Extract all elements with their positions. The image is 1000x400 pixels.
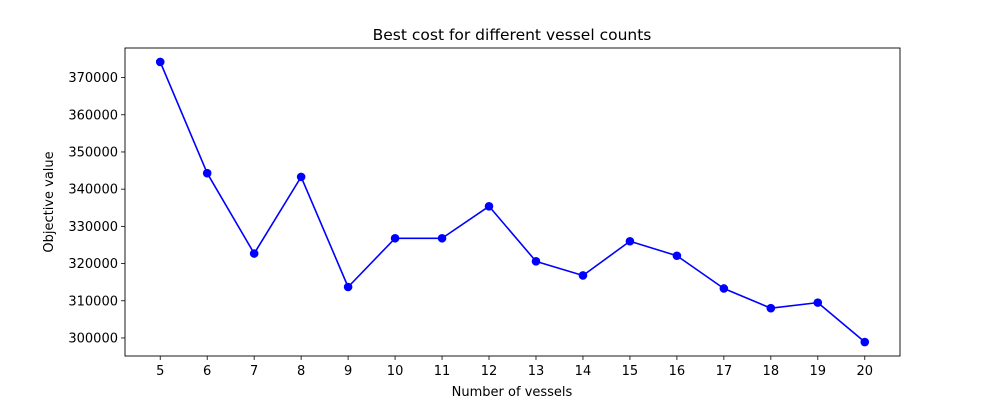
data-point [155, 57, 165, 67]
data-point [249, 249, 259, 258]
data-point [860, 337, 870, 347]
x-tick-label: 18 [763, 364, 780, 379]
data-point [625, 236, 635, 246]
y-tick-label: 320000 [68, 257, 118, 272]
y-tick-label: 360000 [68, 108, 118, 123]
x-tick-label: 5 [156, 364, 164, 379]
data-point [672, 251, 682, 261]
data-point [578, 271, 588, 280]
x-tick-label: 6 [203, 364, 211, 379]
data-point [390, 233, 400, 243]
x-tick-label: 10 [387, 364, 404, 379]
x-axis-title: Number of vessels [452, 385, 573, 400]
series-line [159, 61, 866, 343]
data-point [343, 282, 353, 292]
data-point [719, 284, 729, 293]
y-tick-label: 310000 [68, 294, 118, 309]
x-tick-label: 9 [344, 364, 352, 379]
data-point [484, 201, 494, 211]
plot-frame [124, 47, 901, 357]
data-point [766, 303, 776, 313]
y-tick-label: 350000 [68, 145, 118, 160]
x-tick-label: 17 [716, 364, 733, 379]
data-point [813, 298, 823, 307]
data-point [296, 172, 306, 182]
x-tick-label: 15 [622, 364, 639, 379]
x-tick-label: 13 [528, 364, 545, 379]
x-tick-label: 19 [810, 364, 827, 379]
y-axis-title: Objective value [42, 151, 57, 252]
y-tick-label: 300000 [68, 331, 118, 346]
data-point [437, 233, 447, 243]
y-tick-label: 330000 [68, 220, 118, 235]
x-tick-label: 16 [669, 364, 686, 379]
x-tick-label: 14 [575, 364, 592, 379]
y-tick-label: 340000 [68, 183, 118, 198]
x-tick-label: 12 [481, 364, 498, 379]
data-point [531, 257, 541, 266]
x-tick-label: 7 [250, 364, 258, 379]
x-tick-label: 11 [434, 364, 451, 379]
x-tick-label: 20 [856, 364, 873, 379]
plot-area: 5 6 7 8 9 10 11 12 13 14 15 16 17 18 19 20 300000 310000 3… [68, 47, 901, 379]
data-point [202, 168, 212, 178]
x-tick-label: 8 [297, 364, 305, 379]
chart-title: Best cost for different vessel counts [373, 26, 652, 44]
y-tick-label: 370000 [68, 71, 118, 86]
